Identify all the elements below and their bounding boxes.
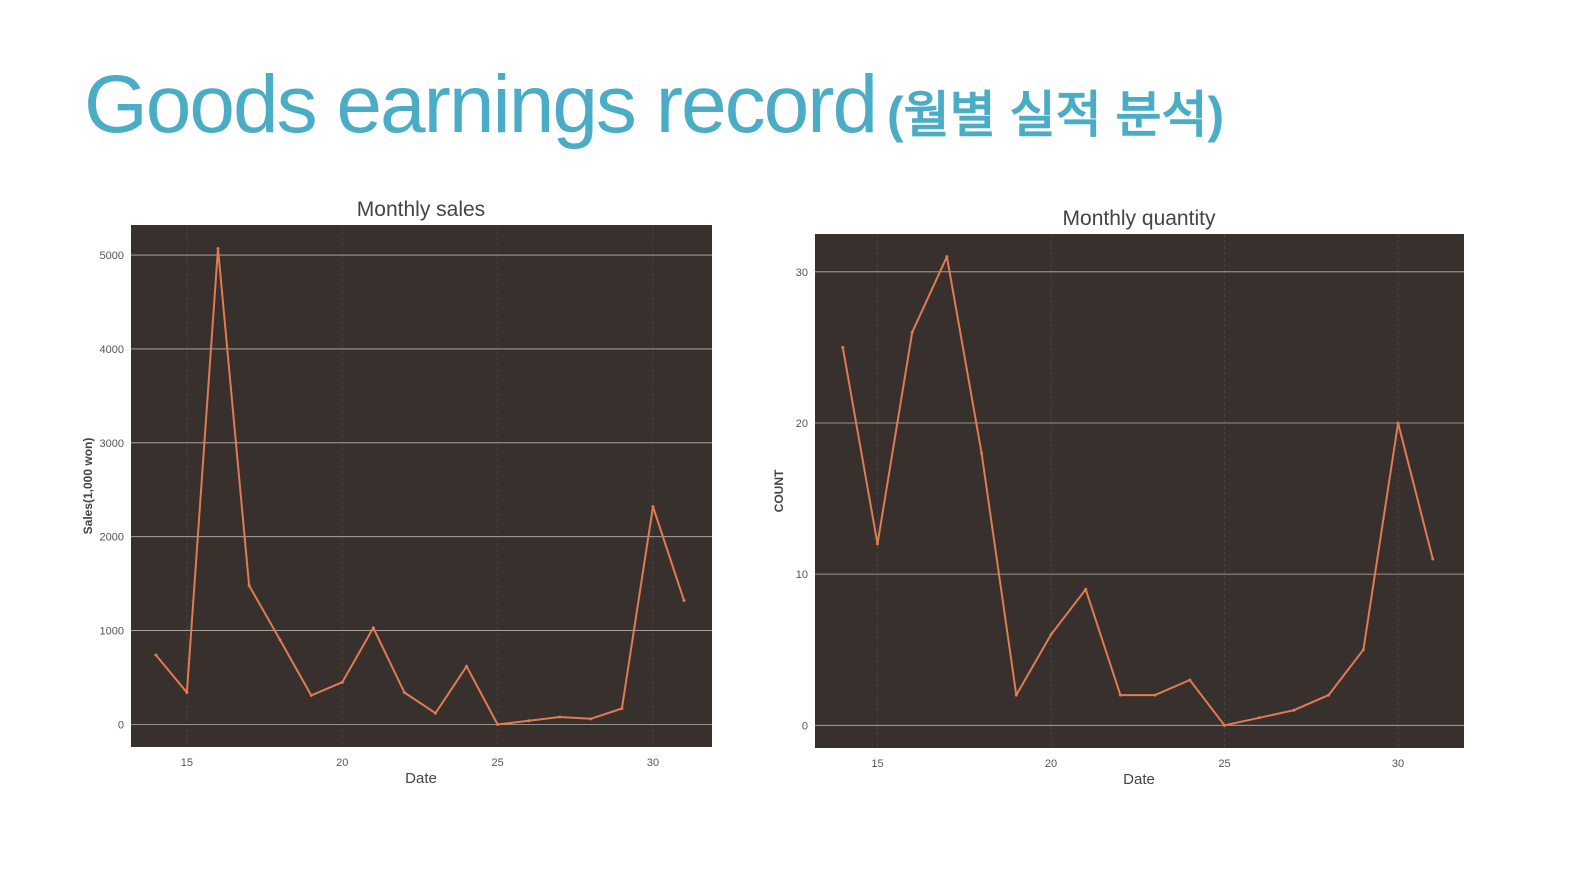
data-point <box>945 255 949 259</box>
chart-title: Monthly quantity <box>1063 207 1216 230</box>
data-point <box>1327 693 1331 697</box>
title-main: Goods earnings record <box>84 59 878 150</box>
data-point <box>980 451 984 455</box>
data-point <box>1361 648 1365 652</box>
y-axis-label: COUNT <box>772 469 786 512</box>
y-axis-label: Sales(1,000 won) <box>81 438 95 535</box>
data-point <box>1153 693 1157 697</box>
plot-panel <box>131 225 712 747</box>
data-point <box>527 719 531 723</box>
x-tick-label: 25 <box>1218 758 1230 770</box>
data-point <box>1257 716 1261 720</box>
y-tick-label: 4000 <box>100 344 124 356</box>
page-title: Goods earnings record (월별 실적 분석) <box>84 58 1224 152</box>
y-tick-label: 2000 <box>100 532 124 544</box>
data-point <box>154 653 158 657</box>
y-tick-label: 10 <box>796 569 808 581</box>
data-point <box>185 691 189 695</box>
y-tick-label: 1000 <box>100 626 124 638</box>
x-axis-label: Date <box>1123 771 1155 788</box>
x-tick-label: 25 <box>491 757 503 769</box>
y-tick-label: 5000 <box>100 250 124 262</box>
data-point <box>1431 557 1435 561</box>
x-tick-label: 20 <box>1045 758 1057 770</box>
data-point <box>1188 678 1192 682</box>
x-axis-label: Date <box>405 770 437 787</box>
data-point <box>1118 693 1122 697</box>
series-line <box>841 255 1434 727</box>
data-point <box>620 707 624 711</box>
x-tick-label: 20 <box>336 757 348 769</box>
data-point <box>1292 708 1296 712</box>
y-tick-label: 20 <box>796 418 808 430</box>
data-point <box>216 246 220 250</box>
data-point <box>1223 723 1227 727</box>
data-point <box>371 626 375 630</box>
series-line <box>155 247 685 726</box>
chart-title: Monthly sales <box>357 198 485 221</box>
x-tick-label: 30 <box>647 757 659 769</box>
data-point <box>433 711 437 715</box>
data-point <box>402 691 406 695</box>
data-point <box>589 717 593 721</box>
data-point <box>1396 421 1400 425</box>
plot-panel <box>815 234 1464 748</box>
title-korean-subtitle: (월별 실적 분석) <box>887 87 1225 143</box>
data-point <box>247 584 251 588</box>
data-point <box>875 542 879 546</box>
y-tick-label: 0 <box>802 720 808 732</box>
sales-chart: Monthly sales Date Sales(1,000 won) 0 100… <box>81 198 712 787</box>
data-point <box>1084 587 1088 591</box>
data-point <box>682 599 686 603</box>
data-point <box>309 693 313 697</box>
data-point <box>1049 633 1053 637</box>
x-tick-label: 30 <box>1392 758 1404 770</box>
x-tick-label: 15 <box>871 758 883 770</box>
x-tick-label: 15 <box>181 757 193 769</box>
data-point <box>1014 693 1018 697</box>
data-point <box>465 664 469 668</box>
data-point <box>496 722 500 726</box>
y-tick-label: 30 <box>796 267 808 279</box>
data-point <box>558 715 562 719</box>
y-tick-label: 0 <box>118 719 124 731</box>
data-point <box>910 330 914 334</box>
data-point <box>278 638 282 642</box>
data-point <box>841 345 845 349</box>
data-point <box>651 505 655 509</box>
data-point <box>340 680 344 684</box>
y-tick-label: 3000 <box>100 438 124 450</box>
quantity-chart: Monthly quantity Date COUNT 0 10 20 30 15 20 2… <box>772 207 1464 788</box>
